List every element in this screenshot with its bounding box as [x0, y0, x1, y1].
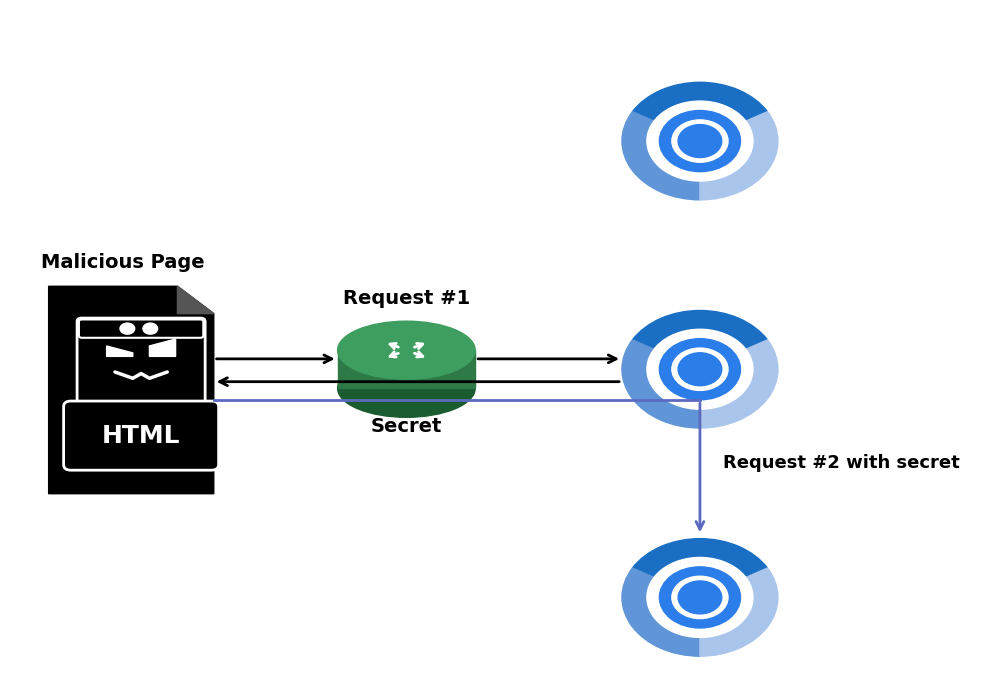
Text: Request #1: Request #1	[343, 289, 470, 308]
Text: Request #2 with secret: Request #2 with secret	[723, 454, 959, 472]
Wedge shape	[700, 340, 778, 428]
Wedge shape	[700, 112, 778, 200]
Text: Malicious Page: Malicious Page	[41, 254, 205, 273]
Wedge shape	[622, 112, 700, 200]
Polygon shape	[178, 286, 214, 314]
Polygon shape	[49, 286, 214, 493]
Ellipse shape	[338, 321, 475, 379]
FancyBboxPatch shape	[78, 318, 205, 404]
FancyBboxPatch shape	[79, 319, 204, 338]
Wedge shape	[632, 82, 767, 141]
Circle shape	[672, 576, 728, 618]
Wedge shape	[622, 340, 700, 428]
Bar	[338, 350, 475, 388]
Circle shape	[659, 567, 741, 628]
Polygon shape	[149, 339, 176, 356]
Polygon shape	[106, 346, 133, 356]
FancyBboxPatch shape	[64, 401, 219, 470]
Circle shape	[647, 101, 753, 181]
Circle shape	[678, 125, 722, 158]
Circle shape	[659, 339, 741, 400]
Circle shape	[143, 323, 158, 334]
Wedge shape	[622, 568, 700, 656]
Wedge shape	[700, 568, 778, 656]
Circle shape	[659, 111, 741, 171]
Text: HTML: HTML	[101, 424, 180, 447]
Text: Secret: Secret	[371, 417, 442, 436]
Circle shape	[678, 353, 722, 385]
Circle shape	[672, 348, 728, 390]
Wedge shape	[632, 310, 767, 369]
Ellipse shape	[338, 359, 475, 418]
Circle shape	[678, 581, 722, 614]
Circle shape	[672, 120, 728, 162]
Circle shape	[647, 329, 753, 409]
Circle shape	[647, 558, 753, 637]
Circle shape	[120, 323, 135, 334]
Wedge shape	[632, 539, 767, 597]
